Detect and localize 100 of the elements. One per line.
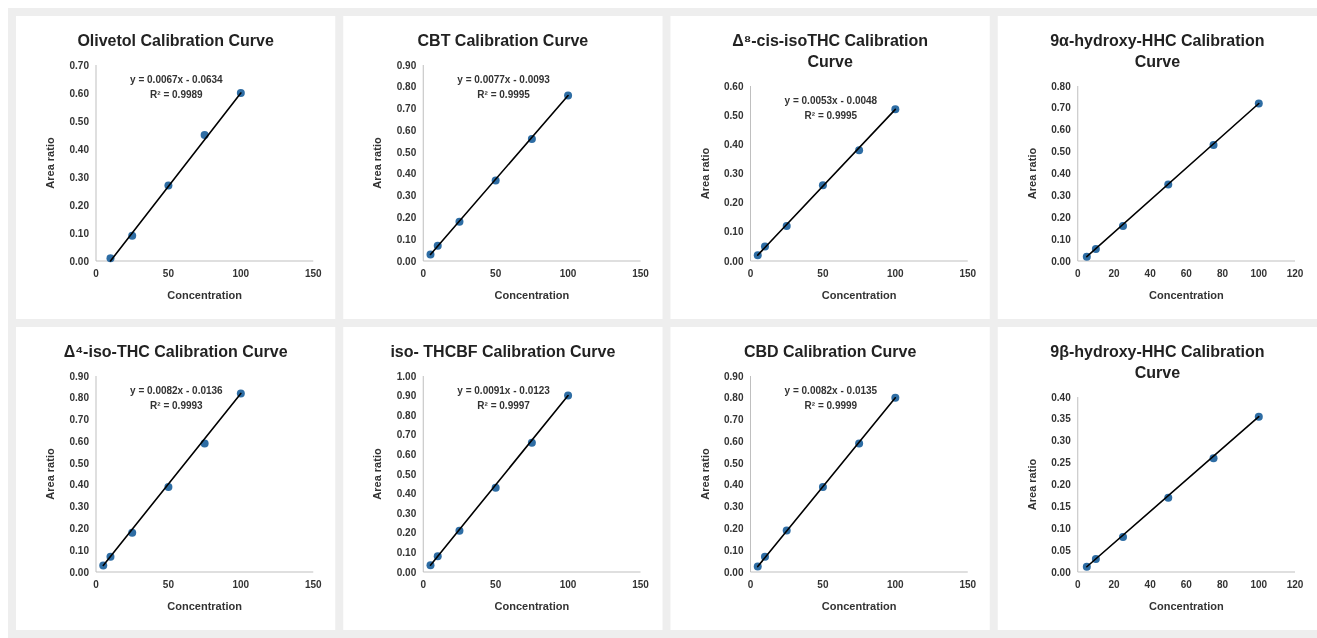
y-axis-title: Area ratio (44, 448, 56, 500)
x-tick-label: 60 (1180, 579, 1193, 590)
annotation: R² = 0.9995 (804, 110, 858, 121)
x-tick-label: 100 (1250, 268, 1268, 279)
y-tick-label: 0.80 (69, 392, 90, 404)
y-tick-label: 0.40 (724, 479, 744, 491)
y-tick-label: 0.90 (69, 370, 90, 382)
y-tick-label: 0.05 (1051, 544, 1072, 556)
y-tick-label: 0.30 (396, 507, 417, 519)
y-axis-title: Area ratio (371, 448, 384, 500)
y-tick-label: 0.10 (69, 544, 90, 556)
x-tick-label: 80 (1217, 579, 1229, 590)
y-tick-label: 0.90 (396, 390, 417, 402)
y-axis-title: Area ratio (1025, 458, 1038, 511)
x-tick-label: 120 (1286, 579, 1304, 590)
chart-title: 9β-hydroxy-HHC Calibration Curve (1050, 343, 1265, 381)
y-tick-label: 0.20 (724, 522, 744, 534)
x-tick-label: 150 (632, 579, 650, 590)
chart-title: iso- THCBF Calibration Curve (390, 343, 616, 360)
y-tick-label: 0.00 (69, 255, 90, 267)
y-tick-label: 0.80 (1051, 80, 1072, 92)
chart-title: Δ⁸-cis-isoTHC Calibration Curve (732, 32, 929, 70)
y-tick-label: 0.25 (1051, 457, 1072, 469)
y-tick-label: 0.60 (724, 80, 744, 92)
annotation: y = 0.0077x - 0.0093 (457, 74, 551, 85)
y-tick-label: 0.35 (1051, 413, 1072, 425)
x-axis-title: Concentration (821, 600, 897, 612)
x-tick-label: 150 (632, 268, 650, 279)
y-tick-label: 0.00 (1051, 566, 1072, 578)
y-tick-label: 0.60 (396, 124, 417, 136)
y-tick-label: 0.40 (69, 143, 90, 155)
y-tick-label: 0.20 (1051, 479, 1072, 490)
x-tick-label: 150 (959, 579, 977, 590)
x-tick-label: 40 (1144, 579, 1157, 590)
x-tick-label: 120 (1286, 268, 1304, 279)
annotation: R² = 0.9997 (477, 400, 531, 411)
x-tick-label: 150 (959, 268, 977, 279)
x-axis-title: Concentration (167, 289, 243, 301)
x-tick-label: 100 (559, 579, 577, 590)
chart-title: 9α-hydroxy-HHC Calibration Curve (1050, 32, 1265, 70)
y-tick-label: 0.50 (396, 468, 417, 480)
y-tick-label: 0.50 (69, 115, 90, 127)
x-tick-label: 50 (162, 268, 175, 279)
x-tick-label: 20 (1108, 268, 1120, 279)
y-axis-title: Area ratio (44, 137, 56, 189)
y-tick-label: 0.20 (69, 522, 90, 534)
x-tick-label: 50 (817, 579, 829, 590)
y-tick-label: 0.50 (396, 146, 417, 158)
y-tick-label: 0.10 (724, 226, 744, 238)
y-tick-label: 0.20 (1051, 211, 1072, 223)
x-tick-label: 100 (886, 579, 905, 590)
x-tick-label: 50 (490, 268, 502, 279)
x-tick-label: 100 (232, 268, 250, 279)
x-tick-label: 0 (1074, 579, 1081, 590)
x-tick-label: 100 (559, 268, 577, 279)
y-tick-label: 0.10 (1051, 233, 1072, 245)
x-axis-title: Concentration (1149, 600, 1224, 612)
y-tick-label: 0.20 (396, 211, 417, 223)
y-tick-label: 0.00 (724, 566, 744, 578)
y-tick-label: 0.70 (69, 414, 90, 426)
y-tick-label: 0.40 (1051, 391, 1072, 403)
y-tick-label: 0.60 (396, 448, 417, 460)
x-axis-title: Concentration (494, 289, 570, 301)
chart-title: Δ⁴-iso-THC Calibration Curve (63, 343, 288, 360)
y-tick-label: 0.30 (396, 190, 417, 202)
y-tick-label: 0.00 (396, 566, 417, 578)
y-axis-title: Area ratio (371, 137, 384, 189)
y-tick-label: 0.10 (396, 233, 417, 245)
chart-title: CBT Calibration Curve (417, 32, 589, 49)
y-axis-title: Area ratio (698, 448, 711, 500)
x-tick-label: 80 (1217, 268, 1229, 279)
y-tick-label: 0.60 (69, 435, 90, 447)
y-tick-label: 0.10 (396, 546, 417, 558)
y-tick-label: 0.70 (396, 103, 417, 115)
x-tick-label: 100 (232, 579, 250, 590)
x-tick-label: 50 (490, 579, 502, 590)
x-tick-label: 0 (747, 268, 754, 279)
y-axis-title: Area ratio (698, 147, 711, 200)
x-tick-label: 0 (93, 268, 100, 279)
annotation: R² = 0.9989 (150, 89, 204, 100)
y-tick-label: 0.15 (1051, 500, 1072, 512)
x-tick-label: 20 (1108, 579, 1120, 590)
x-axis-title: Concentration (494, 600, 570, 612)
chart-title: CBD Calibration Curve (743, 343, 917, 360)
y-tick-label: 0.30 (1051, 189, 1072, 201)
annotation: y = 0.0067x - 0.0634 (130, 74, 224, 85)
y-tick-label: 0.70 (1051, 102, 1072, 114)
y-tick-label: 0.80 (724, 392, 744, 404)
y-tick-label: 0.50 (724, 457, 744, 469)
y-tick-label: 0.90 (724, 370, 744, 382)
y-tick-label: 0.70 (69, 59, 90, 71)
x-axis-title: Concentration (1149, 289, 1224, 301)
y-tick-label: 1.00 (396, 370, 417, 382)
annotation: R² = 0.9995 (477, 89, 531, 100)
x-tick-label: 50 (817, 268, 829, 279)
y-tick-label: 0.60 (1051, 124, 1072, 136)
y-tick-label: 0.80 (396, 81, 417, 93)
y-tick-label: 0.20 (396, 527, 417, 539)
annotation: y = 0.0053x - 0.0048 (784, 95, 878, 106)
annotation: R² = 0.9993 (150, 400, 204, 411)
